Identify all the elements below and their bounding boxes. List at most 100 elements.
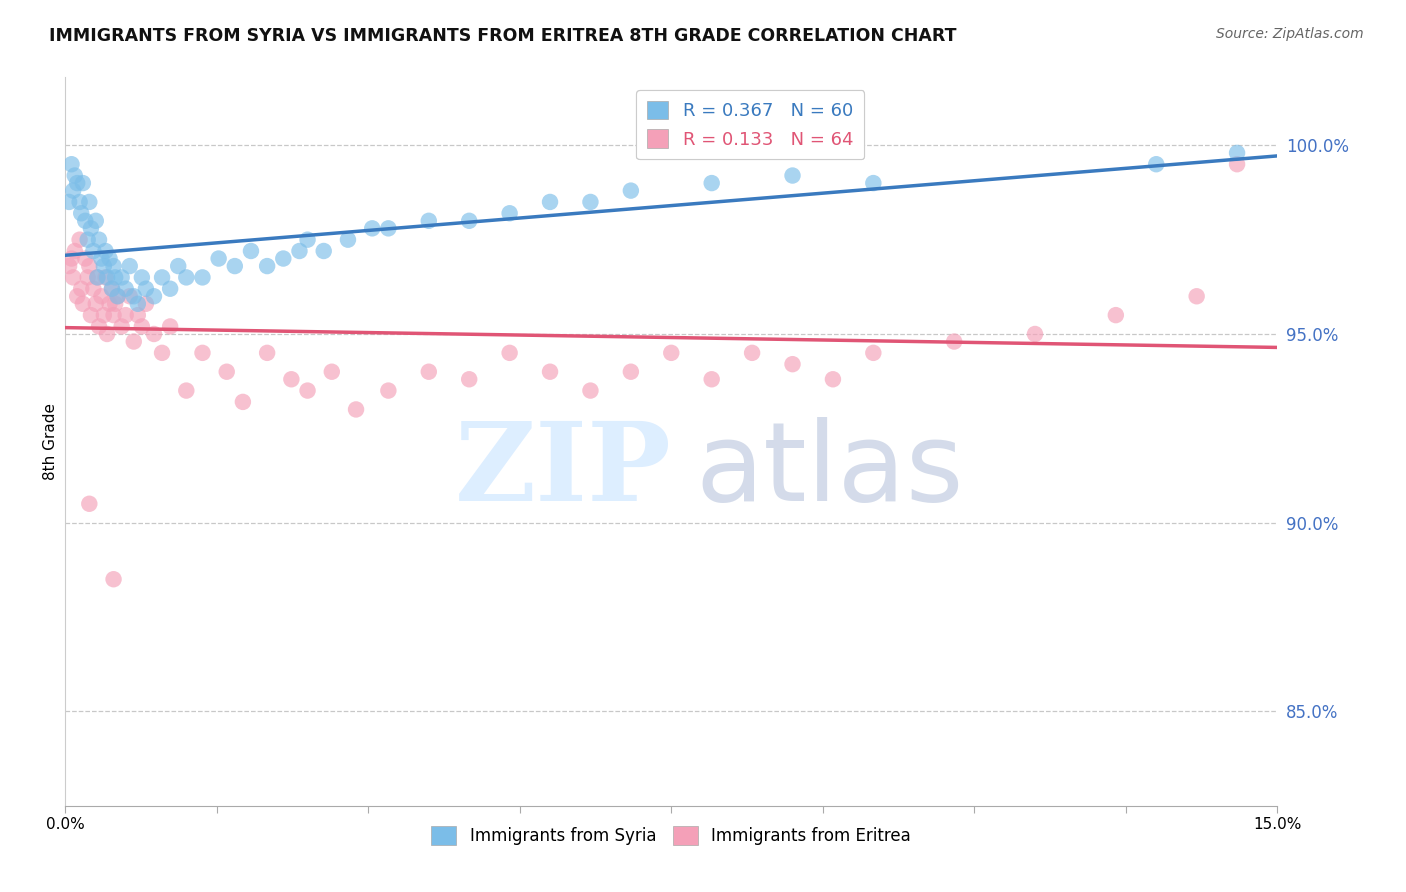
Point — [458, 372, 481, 386]
Point — [498, 346, 520, 360]
Point — [159, 319, 181, 334]
Point — [111, 270, 134, 285]
Text: IMMIGRANTS FROM SYRIA VS IMMIGRANTS FROM ERITREA 8TH GRADE CORRELATION CHART: IMMIGRANTS FROM SYRIA VS IMMIGRANTS FROM… — [49, 27, 956, 45]
Point — [82, 282, 104, 296]
Point — [620, 365, 643, 379]
Point — [191, 346, 214, 360]
Point — [150, 270, 173, 285]
Point — [821, 372, 844, 386]
Point — [215, 365, 238, 379]
Point — [72, 176, 94, 190]
Point — [98, 252, 121, 266]
Point — [418, 365, 440, 379]
Point — [150, 346, 173, 360]
Point — [103, 572, 125, 586]
Point — [943, 334, 966, 349]
Point — [58, 194, 80, 209]
Point — [84, 214, 107, 228]
Point — [127, 297, 149, 311]
Point — [104, 297, 127, 311]
Point — [114, 308, 136, 322]
Point — [862, 176, 884, 190]
Point — [208, 252, 231, 266]
Point — [135, 297, 157, 311]
Point — [87, 233, 110, 247]
Point — [79, 194, 101, 209]
Point — [782, 357, 804, 371]
Point — [1024, 326, 1046, 341]
Point — [75, 252, 97, 266]
Point — [131, 270, 153, 285]
Point — [93, 259, 115, 273]
Point — [75, 214, 97, 228]
Point — [1105, 308, 1128, 322]
Point — [741, 346, 763, 360]
Text: Source: ZipAtlas.com: Source: ZipAtlas.com — [1216, 27, 1364, 41]
Point — [700, 176, 723, 190]
Point — [239, 244, 262, 258]
Point — [82, 244, 104, 258]
Point — [111, 319, 134, 334]
Point — [60, 157, 83, 171]
Point — [72, 297, 94, 311]
Point — [176, 384, 198, 398]
Point — [70, 206, 93, 220]
Point — [232, 395, 254, 409]
Legend: R = 0.367   N = 60, R = 0.133   N = 64: R = 0.367 N = 60, R = 0.133 N = 64 — [636, 90, 865, 160]
Point — [191, 270, 214, 285]
Point — [271, 252, 294, 266]
Point — [538, 194, 561, 209]
Point — [321, 365, 343, 379]
Point — [143, 289, 166, 303]
Point — [579, 384, 602, 398]
Point — [620, 184, 643, 198]
Point — [159, 282, 181, 296]
Point — [1144, 157, 1167, 171]
Point — [101, 282, 124, 296]
Point — [96, 326, 118, 341]
Point — [76, 270, 98, 285]
Point — [101, 282, 124, 296]
Text: atlas: atlas — [696, 417, 965, 524]
Point — [69, 194, 91, 209]
Point — [63, 169, 86, 183]
Point — [70, 282, 93, 296]
Point — [58, 259, 80, 273]
Point — [135, 282, 157, 296]
Point — [103, 259, 125, 273]
Point — [104, 270, 127, 285]
Point — [297, 384, 319, 398]
Point — [167, 259, 190, 273]
Point — [98, 297, 121, 311]
Point — [62, 270, 84, 285]
Point — [122, 289, 145, 303]
Point — [90, 289, 112, 303]
Point — [297, 233, 319, 247]
Point — [94, 244, 117, 258]
Point — [66, 176, 89, 190]
Point — [579, 194, 602, 209]
Point — [84, 297, 107, 311]
Point — [782, 169, 804, 183]
Point — [79, 497, 101, 511]
Point — [66, 289, 89, 303]
Point — [143, 326, 166, 341]
Point — [114, 282, 136, 296]
Point — [86, 270, 108, 285]
Point — [118, 259, 141, 273]
Point — [94, 270, 117, 285]
Point — [76, 233, 98, 247]
Point — [69, 233, 91, 247]
Point — [60, 252, 83, 266]
Point — [458, 214, 481, 228]
Point — [131, 319, 153, 334]
Point — [659, 346, 682, 360]
Point — [256, 259, 278, 273]
Point — [62, 184, 84, 198]
Point — [107, 289, 129, 303]
Point — [80, 308, 103, 322]
Point — [107, 289, 129, 303]
Point — [256, 346, 278, 360]
Point — [336, 233, 359, 247]
Point — [176, 270, 198, 285]
